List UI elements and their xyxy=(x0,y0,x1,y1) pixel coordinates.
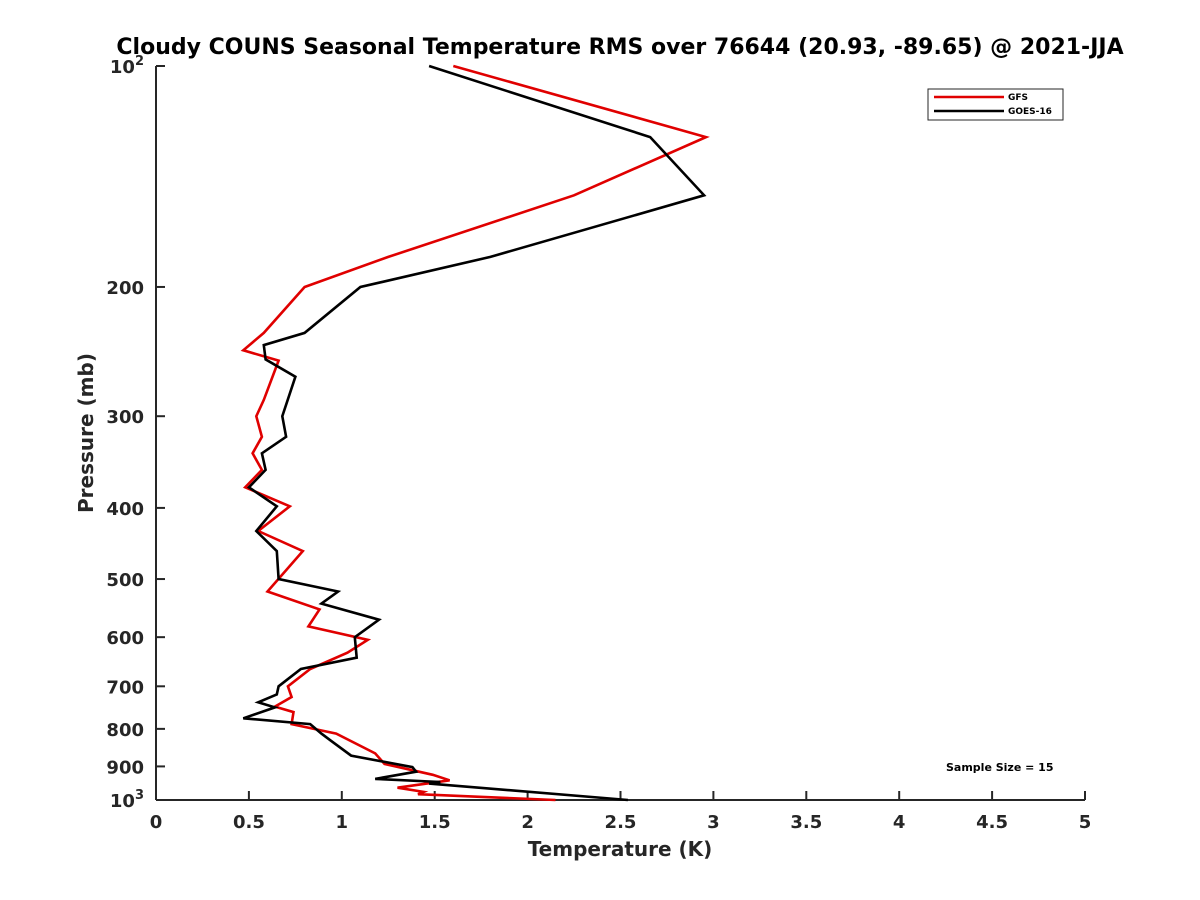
legend: GFS GOES-16 xyxy=(927,88,1064,121)
y-tick-label: 200 xyxy=(106,278,144,299)
y-tick-label: 102 xyxy=(110,54,144,78)
y-tick-label: 103 xyxy=(110,788,144,812)
x-tick-label: 5 xyxy=(1079,812,1092,833)
series-layer xyxy=(240,64,710,802)
y-tick-label: 500 xyxy=(106,570,144,591)
legend-label-gfs: GFS xyxy=(1008,93,1028,103)
x-tick-label: 1.5 xyxy=(419,812,451,833)
y-ticks: 102 200 300 400 500 600 700 800 900 103 xyxy=(106,54,165,812)
x-tick-label: 1 xyxy=(336,812,349,833)
x-tick-label: 0.5 xyxy=(233,812,265,833)
x-tick-label: 2 xyxy=(521,812,534,833)
y-tick-label: 700 xyxy=(106,677,144,698)
x-tick-label: 4 xyxy=(893,812,906,833)
x-tick-label: 0 xyxy=(150,812,163,833)
y-tick-label: 900 xyxy=(106,757,144,778)
y-tick-label: 300 xyxy=(106,407,144,428)
series-line-goes16 xyxy=(242,64,707,802)
sample-size-annotation: Sample Size = 15 xyxy=(946,761,1053,774)
legend-label-goes16: GOES-16 xyxy=(1008,107,1052,117)
y-axis-label: Pressure (mb) xyxy=(74,353,98,513)
y-tick-label: 600 xyxy=(106,628,144,649)
y-tick-label: 800 xyxy=(106,720,144,741)
x-tick-label: 4.5 xyxy=(976,812,1008,833)
y-tick-label: 400 xyxy=(106,499,144,520)
series-line-gfs xyxy=(240,64,710,802)
x-tick-label: 2.5 xyxy=(605,812,637,833)
chart-title: Cloudy COUNS Seasonal Temperature RMS ov… xyxy=(116,35,1123,60)
legend-box xyxy=(927,88,1064,121)
x-tick-label: 3.5 xyxy=(790,812,822,833)
x-tick-label: 3 xyxy=(707,812,720,833)
x-ticks: 0 0.5 1 1.5 2 2.5 3 3.5 4 4.5 5 xyxy=(150,791,1092,833)
x-axis-label: Temperature (K) xyxy=(528,837,713,861)
